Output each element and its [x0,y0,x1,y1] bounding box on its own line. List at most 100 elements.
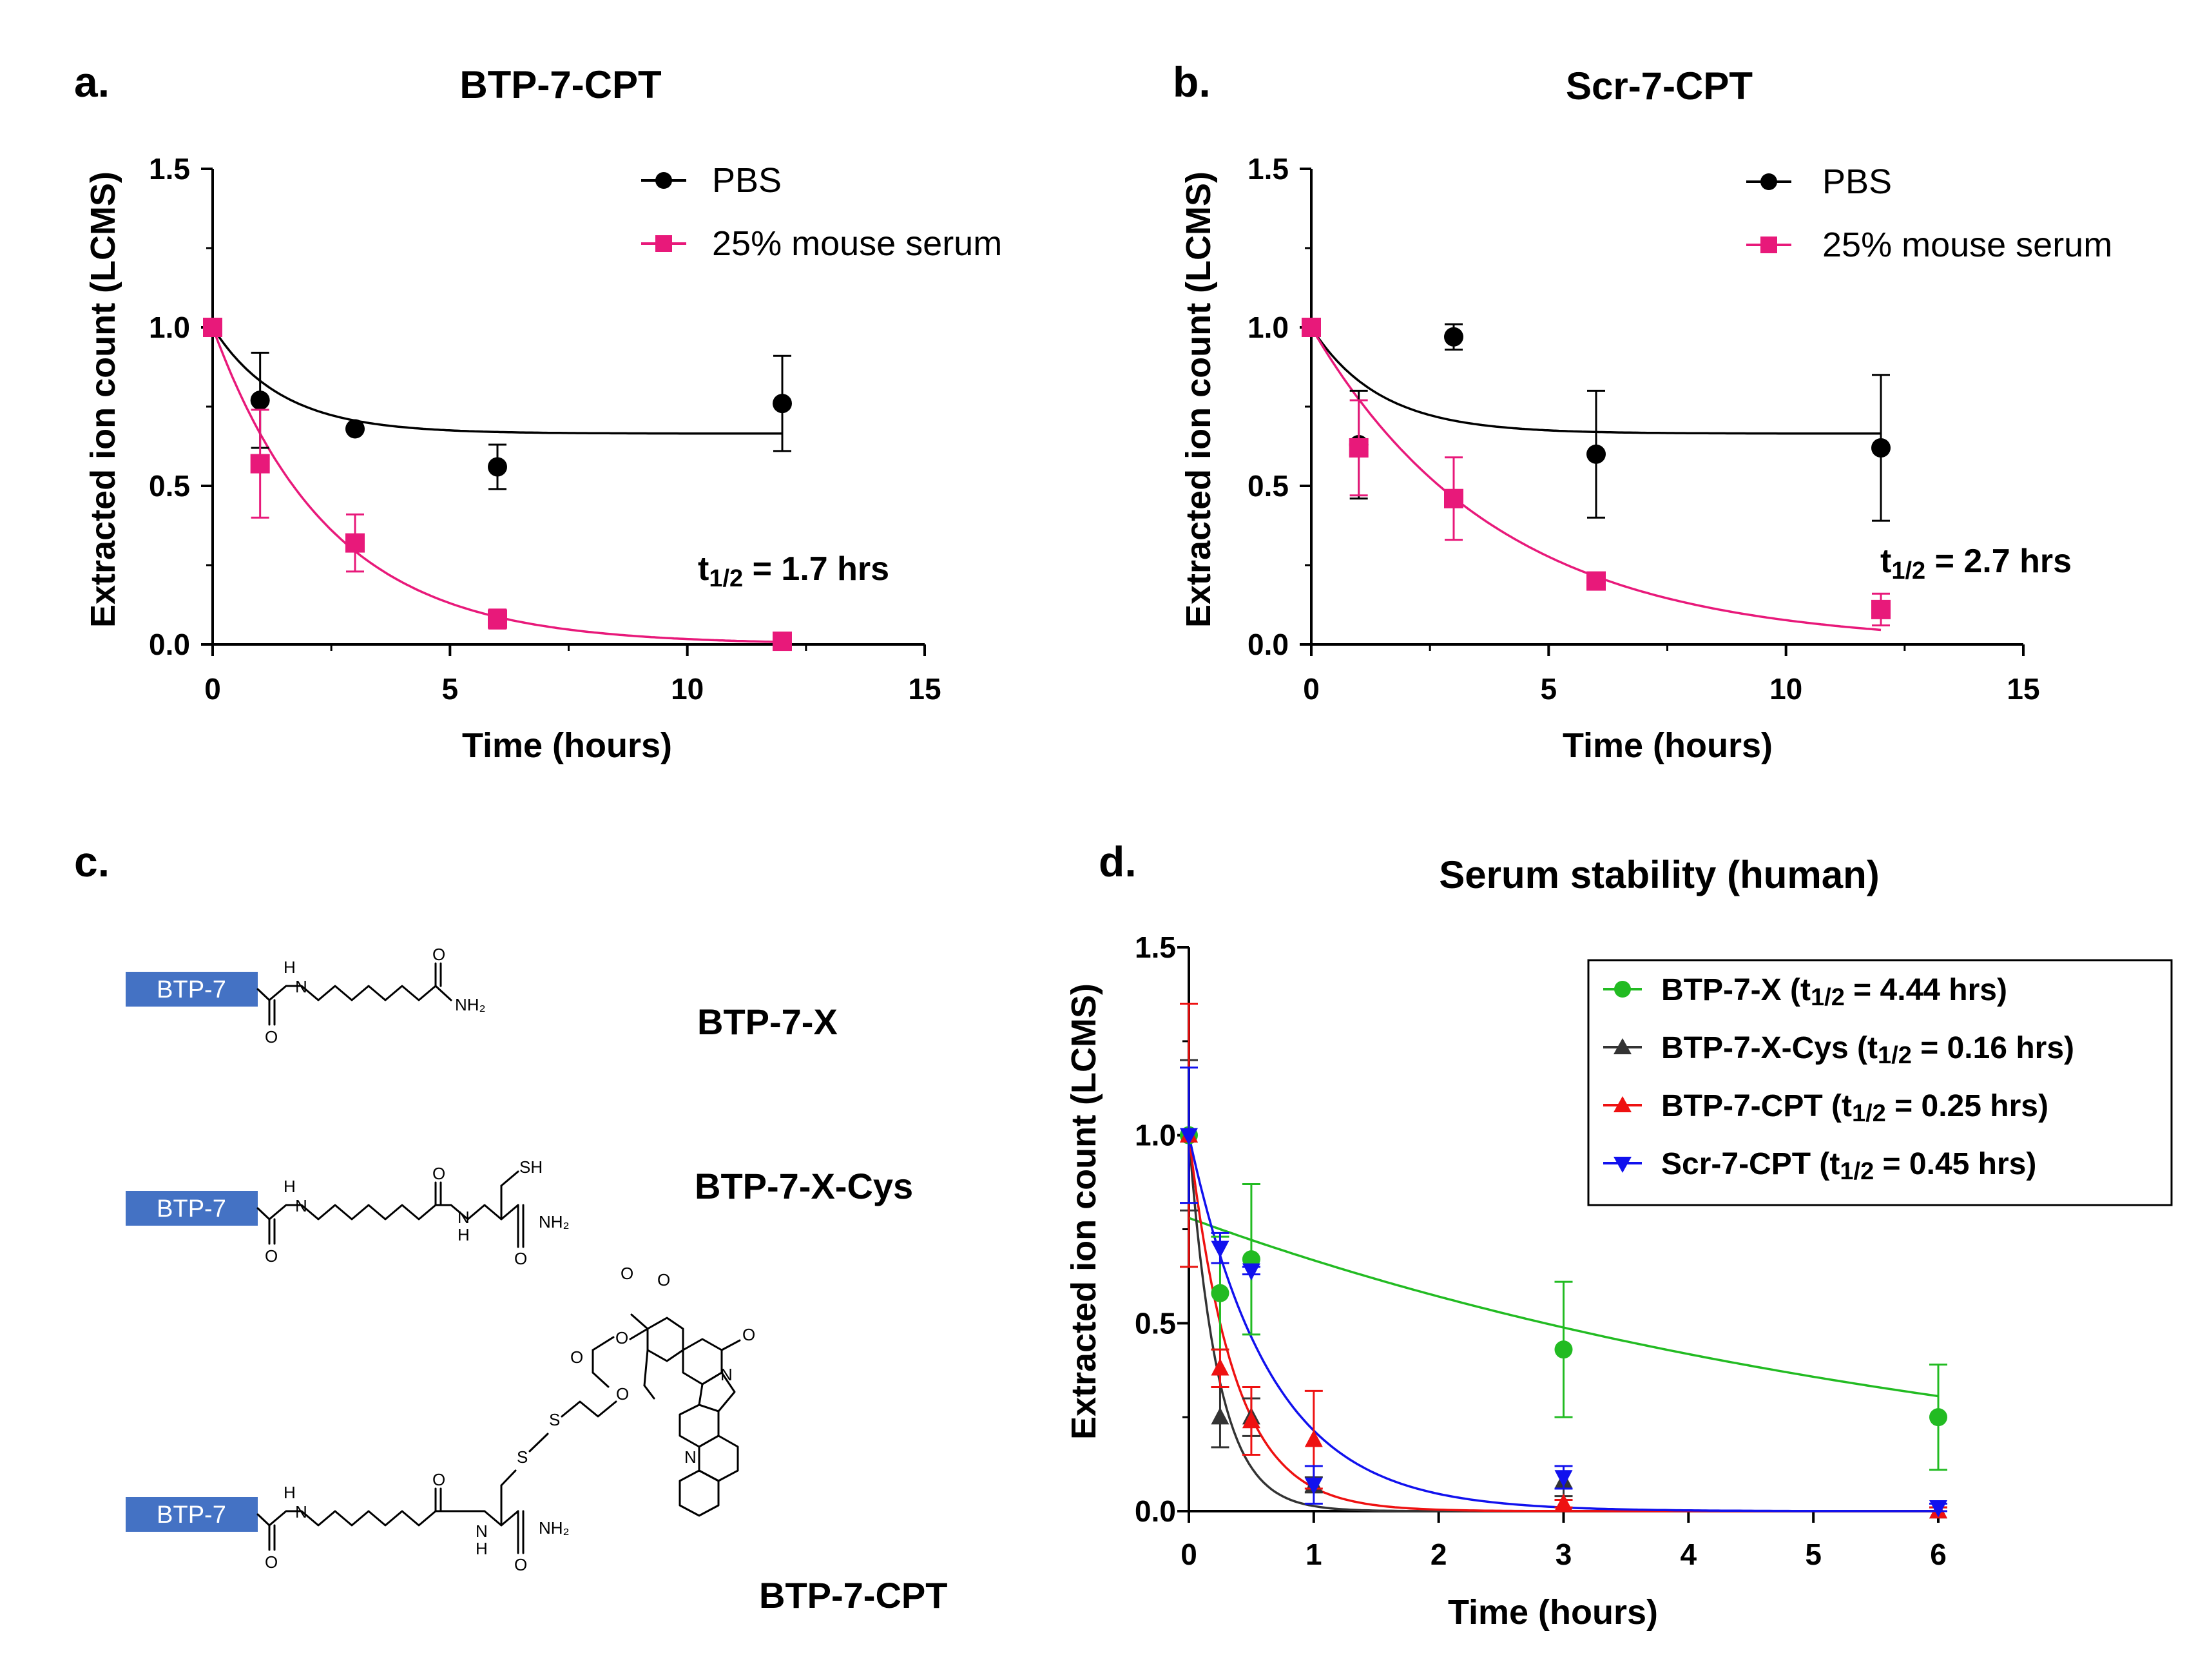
atom-n: N [720,1365,733,1384]
atom-h: H [284,958,296,977]
panel-a-half-life-annotation: t1/2 = 1.7 hrs [698,550,889,592]
data-point-pbs [1586,444,1606,464]
y-tick-label: 0.0 [1135,1494,1176,1528]
carbonate-bond [592,1336,615,1351]
x-tick-label: 2 [1431,1538,1447,1571]
panel-a-y-axis-label: Extracted ion count (LCMS) [84,171,122,628]
atom-h: H [284,1177,296,1196]
atom-sh: SH [519,1157,543,1177]
data-point-pbs [250,391,270,410]
panel-a-data-marks [203,318,792,652]
y-tick-label: 1.5 [1248,152,1289,186]
data-point-25-mouse-serum [1444,488,1463,508]
side-chain-bond [500,1469,517,1487]
legend-pbs-label: PBS [712,161,782,200]
quinoline-ring-a [679,1404,720,1448]
legend-label: BTP-7-X (t1/2 = 4.44 hrs) [1661,973,2007,1011]
x-tick-label: 0 [1180,1538,1197,1571]
atom-n: N [295,1502,307,1521]
panel-b-letter: b. [1173,58,1211,106]
data-point-25-mouse-serum [773,632,792,652]
ring-bond [630,1313,649,1330]
structure-btp-7-x-cys: BTP-7 O H N O N H SH O NH₂ [126,1157,570,1268]
legend-entry-btp-7-x-cys: BTP-7-X-Cys (t1/2 = 0.16 hrs) [1603,1031,2074,1069]
structure-btp-7-cpt: BTP-7 O H N O N H S S O O O [126,1264,755,1574]
data-point-pbs [1871,438,1891,458]
data-point-btp-7-cpt [1554,1493,1573,1511]
atom-nh2: NH₂ [539,1518,570,1538]
data-point-scr-7-cpt [1211,1241,1229,1259]
data-point-pbs [345,419,365,439]
atom-h: H [476,1539,488,1558]
atom-o: O [265,1552,278,1572]
data-point-scr-7-cpt [1304,1477,1323,1495]
legend-pbs-label: PBS [1822,162,1892,201]
structure-btp-7-x: BTP-7 O H N O NH₂ [126,945,486,1047]
pyridone-ring [682,1338,723,1386]
data-point-25-mouse-serum [1871,599,1891,619]
legend-mouse-serum-marker [1760,237,1777,253]
atom-o: O [615,1328,628,1347]
legend-triangle-marker [1614,1096,1632,1112]
legend-pbs-marker [655,172,672,189]
atom-o-amide: O [432,945,445,964]
data-point-25-mouse-serum [345,533,365,553]
panel-a: a. BTP-7-CPT Extracted ion count (LCMS) … [74,58,1002,765]
data-point-pbs [1444,327,1463,347]
legend-pbs-marker [1760,173,1777,190]
data-point-scr-7-cpt [1242,1263,1260,1281]
y-tick-label: 1.0 [149,311,190,344]
legend-entry-btp-7-cpt: BTP-7-CPT (t1/2 = 0.25 hrs) [1603,1089,2048,1127]
compound-name-btp-7-cpt: BTP-7-CPT [759,1575,947,1616]
benzene-ring [679,1469,720,1517]
atom-nh2: NH₂ [539,1212,570,1231]
btp-7-block-label: BTP-7 [157,1195,226,1222]
data-point-btp-7-x [1211,1284,1229,1302]
x-tick-label: 5 [1805,1538,1822,1571]
disulfide-bond [528,1433,549,1453]
data-point-scr-7-cpt [1180,1128,1198,1146]
atom-o: O [432,1470,445,1489]
data-point-25-mouse-serum [1586,571,1606,591]
x-tick-label: 15 [2007,672,2039,706]
legend-circle-marker [1614,981,1631,998]
x-tick-label: 5 [442,672,459,706]
panel-b-legend: PBS 25% mouse serum [1746,162,2112,264]
panel-a-title: BTP-7-CPT [459,63,661,106]
y-tick-label: 0.5 [1248,469,1289,503]
pyrroline-ring [698,1371,736,1413]
panel-b-data-marks [1302,318,1891,626]
legend-label: BTP-7-X-Cys (t1/2 = 0.16 hrs) [1661,1031,2074,1069]
atom-o: O [742,1325,755,1344]
data-point-btp-7-x-cys [1211,1407,1229,1425]
data-point-btp-7-cpt [1242,1411,1260,1429]
x-tick-label: 4 [1681,1538,1697,1571]
ethyl-bond [643,1384,655,1400]
compound-name-btp-7-x-cys: BTP-7-X-Cys [695,1166,913,1206]
data-point-25-mouse-serum [488,609,507,629]
data-point-scr-7-cpt [1554,1470,1573,1487]
carbonyl-bond [720,1339,741,1351]
atom-o: O [570,1347,583,1367]
atom-o: O [514,1249,527,1268]
legend-triangle-marker [1614,1038,1632,1054]
data-point-25-mouse-serum [250,454,270,474]
legend-triangle-down-marker [1614,1157,1632,1173]
linker-bonds [256,1510,519,1527]
atom-n: N [476,1521,488,1541]
data-point-25-mouse-serum [203,318,222,337]
atom-o: O [432,1164,445,1183]
x-tick-label: 1 [1305,1538,1322,1571]
data-point-btp-7-x [1929,1408,1947,1427]
atom-o: O [657,1270,670,1289]
ethyl-bond [643,1349,649,1387]
panel-d-title: Serum stability (human) [1439,853,1879,896]
x-tick-label: 6 [1930,1538,1947,1571]
legend-label: Scr-7-CPT (t1/2 = 0.45 hrs) [1661,1147,2036,1185]
panel-b-ticks: 0 5 10 15 0.0 0.5 1.0 1.5 [1248,152,2040,706]
data-point-btp-7-x [1554,1340,1573,1359]
panel-c: c. BTP-7 O H N O NH₂ BTP-7-X BTP-7 O H [74,838,947,1616]
atom-s: S [517,1447,528,1467]
panel-b-y-axis-label: Extracted ion count (LCMS) [1179,171,1218,628]
